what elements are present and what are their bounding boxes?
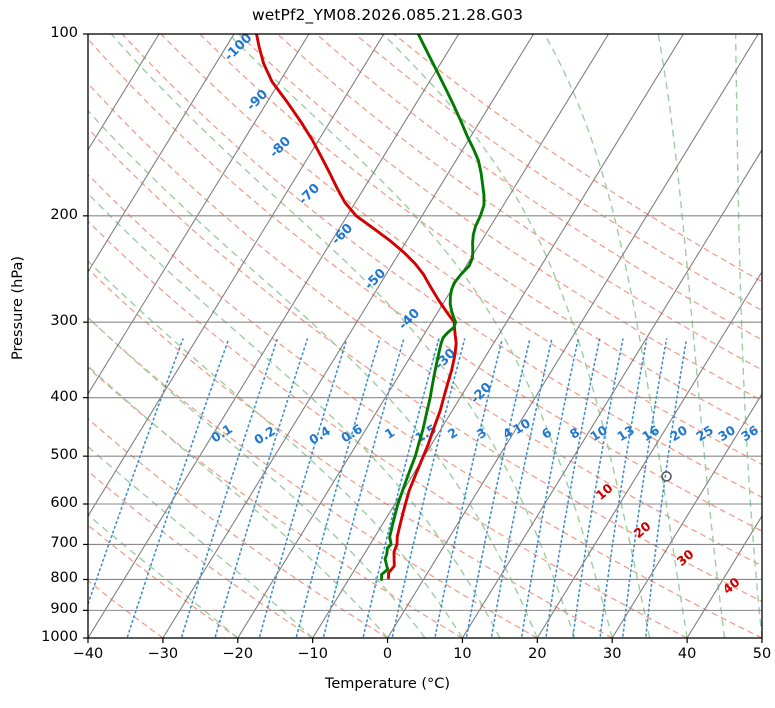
isotherm [88,34,160,151]
y-tick-label-100: 100 [50,25,78,41]
mixing-ratio-line [520,338,579,638]
moist-adiabat [110,34,576,638]
isotherm [461,148,762,638]
mixing-ratio-line [180,338,279,638]
y-tick-label-300: 300 [50,313,78,330]
dry-adiabat [88,220,688,638]
moist-adiabat [734,34,762,638]
x-tick-label--30: −30 [147,646,179,662]
y-tick-label-700: 700 [50,535,78,552]
dry-adiabat [88,579,164,638]
profile-dewpoint [380,34,486,581]
x-tick-label--20: −20 [222,646,254,662]
mixing-ratio-line [214,338,309,638]
dry-adiabat [354,34,762,312]
y-tick-label-400: 400 [50,388,78,405]
x-tick-label-30: 30 [602,646,622,662]
mixing-ratio-line [465,338,531,638]
y-tick-label-900: 900 [50,601,78,618]
profile-temperature [255,34,458,580]
x-tick-label-40: 40 [677,646,697,662]
isotherm [611,392,762,638]
mixing-ratio-line [258,338,348,638]
isotherm [88,34,385,518]
dry-adiabat [88,366,463,638]
dry-adiabat [199,34,762,433]
isotherm [88,34,460,638]
mixing-ratio-line [490,338,553,638]
dry-adiabat [121,34,762,499]
x-axis-label: Temperature (°C) [324,676,451,692]
y-tick-label-800: 800 [50,570,78,587]
moist-adiabat [88,192,501,638]
isotherm [0,34,84,638]
isotherm [686,514,762,638]
x-tick-label-10: 10 [453,646,472,662]
x-tick-label-20: 20 [528,646,547,662]
lcl-marker [661,471,672,482]
dry-adiabat [88,524,239,638]
isotherm [88,34,310,395]
moist-adiabat [88,445,314,638]
moist-adiabat [657,34,726,638]
moist-adiabat [543,34,688,638]
dry-adiabat [88,173,762,638]
moist-adiabat [88,316,426,638]
mixing-ratio-line [126,338,230,638]
mixing-ratio-line [599,338,648,638]
x-tick-label--10: −10 [297,646,328,662]
mixing-ratio-line [362,338,440,638]
isotherm [761,636,762,638]
moist-adiabat [88,260,463,638]
y-tick-label-200: 200 [50,206,78,223]
isotherm [536,270,762,638]
x-tick-label-0: 0 [382,646,393,662]
mixing-ratio-line [434,338,503,638]
dry-adiabat [88,82,762,567]
mixing-ratio-line [391,338,466,638]
isotherm [387,34,759,638]
dry-adiabat [160,34,762,466]
x-tick-label--40: −40 [72,646,104,662]
dry-adiabat [88,637,89,638]
chart-title: wetPf2_YM08.2026.085.21.28.G03 [251,6,524,24]
isotherm [237,34,609,638]
isotherm [0,34,9,638]
x-tick-label-50: 50 [752,646,772,662]
dry-adiabat [88,268,613,638]
dry-adiabat [88,127,762,603]
mixing-ratio-line [545,338,601,638]
isotherm [312,34,684,638]
mixing-ratio-line [571,338,624,638]
mixing-ratio-line [621,338,668,638]
dry-adiabat [88,470,314,638]
y-tick-label-500: 500 [50,447,78,464]
isotherm [162,34,535,638]
y-tick-label-600: 600 [50,495,78,511]
mixing-ratio-line [295,338,381,638]
dry-adiabat [393,34,762,283]
dry-adiabat [88,417,388,638]
dry-adiabat [238,34,762,402]
moist-adiabat [88,364,389,638]
isotherm [88,34,235,273]
moist-adiabat [382,34,651,638]
y-tick-label-1000: 1000 [41,629,78,645]
mixing-ratio-line [322,338,405,638]
mixing-ratio-line [88,338,184,607]
dry-adiabat [88,316,538,638]
